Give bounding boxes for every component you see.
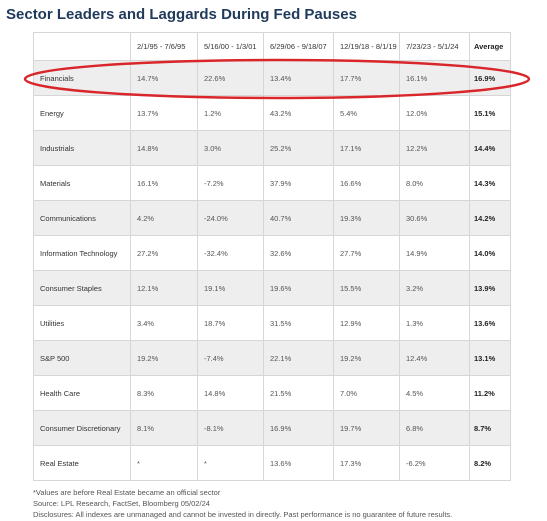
cell: -8.1% bbox=[197, 410, 264, 446]
table-row: Consumer Discretionary 8.1% -8.1% 16.9% 19.7… bbox=[33, 410, 511, 446]
cell: 22.6% bbox=[197, 60, 264, 96]
cell: 13.7% bbox=[130, 95, 198, 131]
cell: 12.9% bbox=[333, 305, 400, 341]
row-label: Consumer Discretionary bbox=[33, 410, 131, 446]
table-row: Industrials 14.8% 3.0% 25.2% 17.1% 12.2% 14.4% bbox=[33, 130, 511, 166]
cell: 8.7% bbox=[469, 410, 511, 446]
cell: 3.4% bbox=[130, 305, 198, 341]
row-label: Health Care bbox=[33, 375, 131, 411]
row-label: Communications bbox=[33, 200, 131, 236]
table-row: Energy 13.7% 1.2% 43.2% 5.4% 12.0% 15.1% bbox=[33, 95, 511, 131]
table-row: Consumer Staples 12.1% 19.1% 19.6% 15.5% 3.2%… bbox=[33, 270, 511, 306]
cell: -32.4% bbox=[197, 235, 264, 271]
row-label: Consumer Staples bbox=[33, 270, 131, 306]
row-label: Energy bbox=[33, 95, 131, 131]
cell: 14.0% bbox=[469, 235, 511, 271]
cell: 19.2% bbox=[130, 340, 198, 376]
cell: 8.1% bbox=[130, 410, 198, 446]
highlight-ellipse bbox=[23, 58, 531, 100]
cell: 17.7% bbox=[333, 60, 400, 96]
cell: 40.7% bbox=[263, 200, 334, 236]
cell: 17.3% bbox=[333, 445, 400, 481]
cell: 13.6% bbox=[469, 305, 511, 341]
row-label: Utilities bbox=[33, 305, 131, 341]
column-header: 7/23/23 - 5/1/24 bbox=[399, 32, 470, 61]
row-label: Industrials bbox=[33, 130, 131, 166]
cell: 27.2% bbox=[130, 235, 198, 271]
cell: * bbox=[197, 445, 264, 481]
table-row: Communications 4.2% -24.0% 40.7% 19.3% 30.6% 1… bbox=[33, 200, 511, 236]
footnote: Source: LPL Research, FactSet, Bloomberg… bbox=[33, 499, 210, 508]
cell: 8.3% bbox=[130, 375, 198, 411]
cell: 15.5% bbox=[333, 270, 400, 306]
cell: 32.6% bbox=[263, 235, 334, 271]
row-label: S&P 500 bbox=[33, 340, 131, 376]
cell: 16.6% bbox=[333, 165, 400, 201]
table-body: Financials 14.7% 22.6% 13.4% 17.7% 16.1% 16.9%… bbox=[33, 60, 511, 481]
cell: 37.9% bbox=[263, 165, 334, 201]
cell: 14.2% bbox=[469, 200, 511, 236]
cell: 1.3% bbox=[399, 305, 470, 341]
cell: 15.1% bbox=[469, 95, 511, 131]
table-row: Materials 16.1% -7.2% 37.9% 16.6% 8.0% 14.3% bbox=[33, 165, 511, 201]
row-label: Real Estate bbox=[33, 445, 131, 481]
footnote: *Values are before Real Estate became an… bbox=[33, 488, 221, 497]
header-row: 2/1/95 - 7/6/95 5/16/00 - 1/3/01 6/29/06 -… bbox=[33, 32, 511, 61]
cell: -6.2% bbox=[399, 445, 470, 481]
table-row: Health Care 8.3% 14.8% 21.5% 7.0% 4.5% 11.2% bbox=[33, 375, 511, 411]
cell: 12.2% bbox=[399, 130, 470, 166]
sector-table: 2/1/95 - 7/6/95 5/16/00 - 1/3/01 6/29/06 -… bbox=[33, 32, 511, 481]
cell: 43.2% bbox=[263, 95, 334, 131]
row-label: Materials bbox=[33, 165, 131, 201]
corner-cell bbox=[33, 32, 131, 61]
cell: 8.2% bbox=[469, 445, 511, 481]
cell: 17.1% bbox=[333, 130, 400, 166]
cell: 16.1% bbox=[130, 165, 198, 201]
cell: 19.3% bbox=[333, 200, 400, 236]
footnotes: *Values are before Real Estate became an… bbox=[33, 487, 452, 520]
footnote: Disclosures: All indexes are unmanaged a… bbox=[33, 510, 453, 519]
title: Sector Leaders and Laggards During Fed P… bbox=[6, 6, 357, 23]
column-header: 2/1/95 - 7/6/95 bbox=[130, 32, 198, 61]
cell: * bbox=[130, 445, 198, 481]
cell: 30.6% bbox=[399, 200, 470, 236]
cell: 12.4% bbox=[399, 340, 470, 376]
cell: 18.7% bbox=[197, 305, 264, 341]
column-header: 12/19/18 - 8/1/19 bbox=[333, 32, 400, 61]
table-row: Utilities 3.4% 18.7% 31.5% 12.9% 1.3% 13.6% bbox=[33, 305, 511, 341]
cell: 14.9% bbox=[399, 235, 470, 271]
cell: 13.1% bbox=[469, 340, 511, 376]
cell: 19.6% bbox=[263, 270, 334, 306]
cell: 14.3% bbox=[469, 165, 511, 201]
cell: 6.8% bbox=[399, 410, 470, 446]
cell: 14.4% bbox=[469, 130, 511, 166]
cell: 22.1% bbox=[263, 340, 334, 376]
cell: 3.2% bbox=[399, 270, 470, 306]
cell: 16.9% bbox=[263, 410, 334, 446]
cell: 4.2% bbox=[130, 200, 198, 236]
cell: -7.4% bbox=[197, 340, 264, 376]
table-row: Real Estate * * 13.6% 17.3% -6.2% 8.2% bbox=[33, 445, 511, 481]
cell: 3.0% bbox=[197, 130, 264, 166]
